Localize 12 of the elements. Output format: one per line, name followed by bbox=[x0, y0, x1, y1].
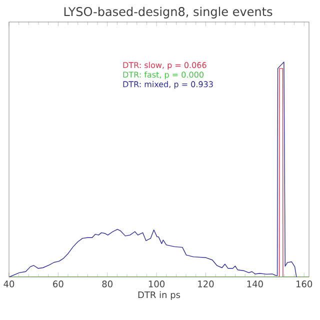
x-tick-label: 60 bbox=[53, 280, 64, 288]
x-axis-title: DTR in ps bbox=[138, 291, 180, 300]
x-tick-label: 120 bbox=[198, 280, 214, 288]
text: DTR: mixed, p = 0.933 bbox=[123, 81, 213, 89]
x-tick-label: 140 bbox=[247, 280, 263, 288]
x-tick-label: 160 bbox=[296, 280, 312, 288]
chart-title: LYSO-based-design8, single events bbox=[64, 6, 272, 18]
x-tick-label: 40 bbox=[4, 280, 14, 288]
text: DTR: slow, p = 0.066 bbox=[123, 62, 206, 70]
text: DTR: fast, p = 0.000 bbox=[123, 71, 204, 80]
x-tick-label: 100 bbox=[148, 280, 165, 288]
x-tick-label: 80 bbox=[102, 280, 112, 288]
